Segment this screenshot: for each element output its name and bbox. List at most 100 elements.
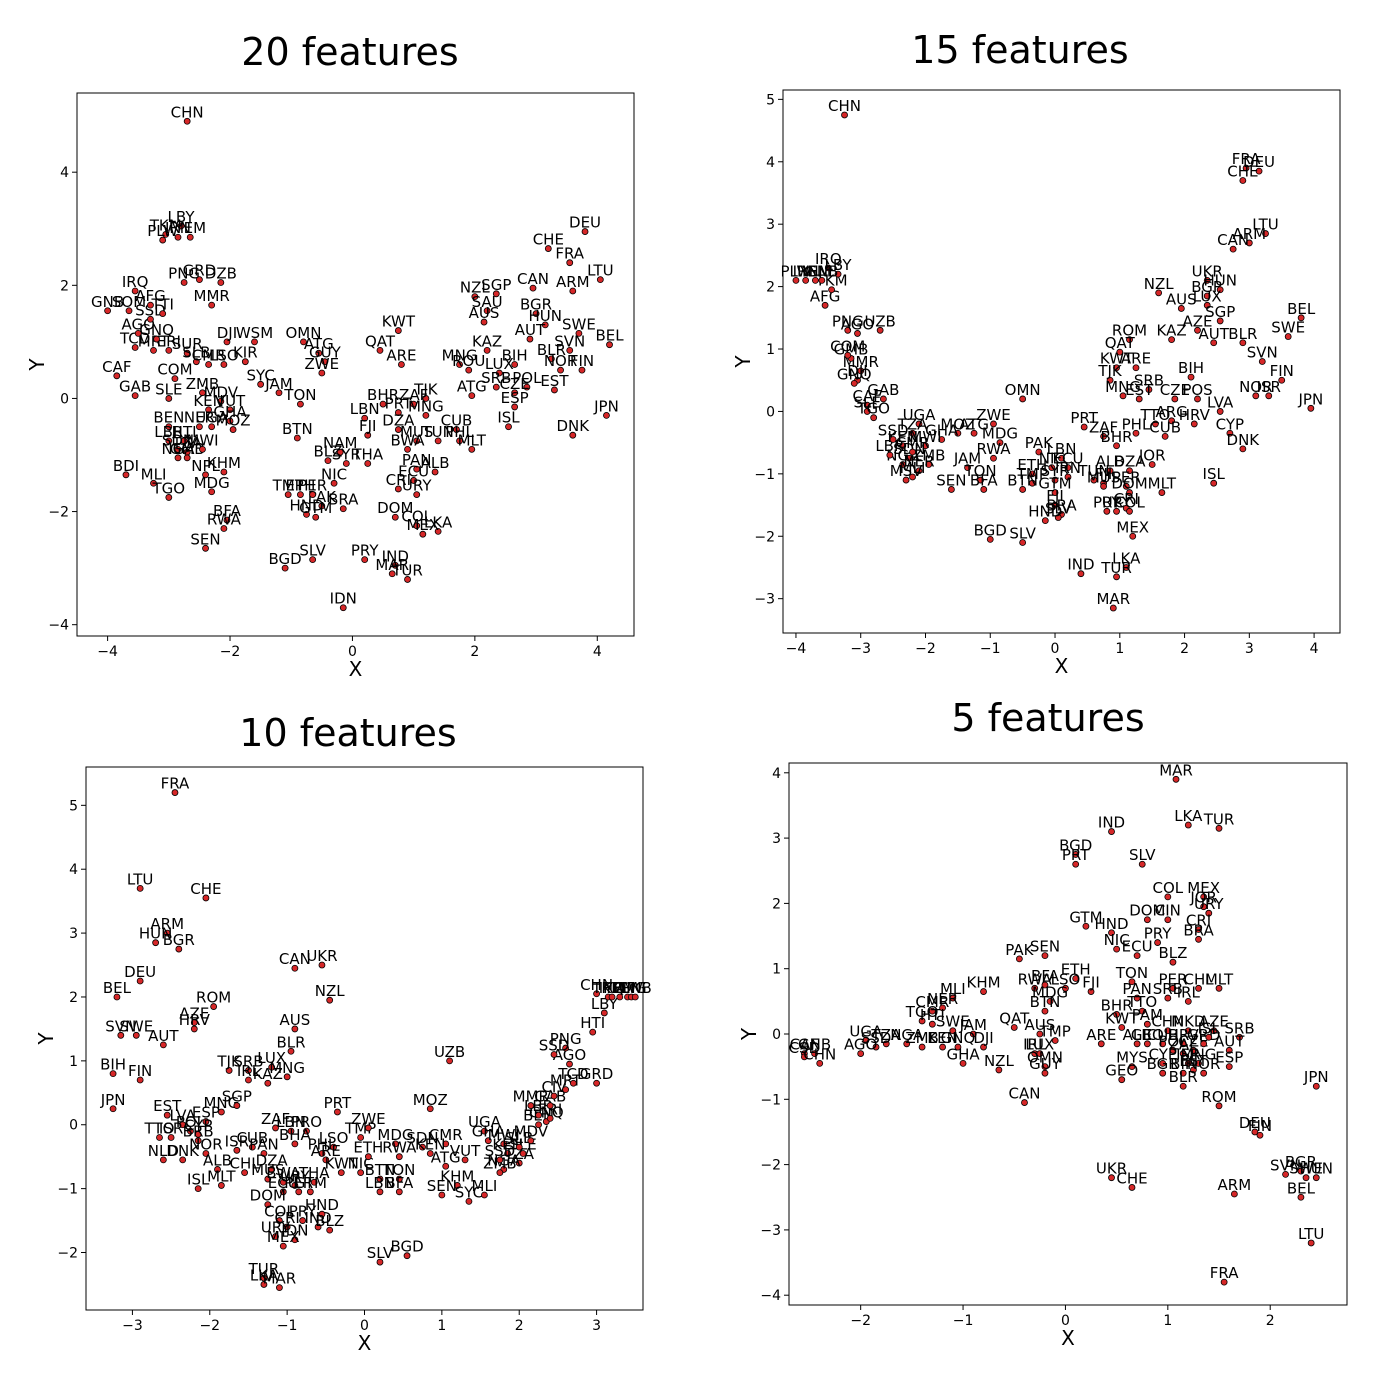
y-tick-label: 0 — [69, 1118, 78, 1134]
point-label: CHL — [1183, 970, 1214, 988]
point-label: POL — [176, 1113, 206, 1131]
data-point — [159, 1041, 167, 1049]
data-point — [828, 286, 835, 294]
point-label: TGO — [856, 400, 890, 418]
y-tick-label: 1 — [69, 1054, 78, 1070]
data-point — [309, 491, 317, 498]
point-label: IRQ — [599, 979, 626, 997]
data-point — [1245, 239, 1253, 247]
data-point — [915, 420, 923, 428]
data-point — [1148, 461, 1156, 468]
data-point — [1106, 376, 1114, 384]
point-label: IRQ — [815, 250, 842, 268]
data-point — [159, 310, 167, 317]
data-point — [1194, 395, 1201, 403]
data-point — [818, 276, 826, 284]
point-label: LBR — [524, 1097, 553, 1115]
point-label: DEU — [1243, 153, 1275, 171]
data-point — [179, 1156, 187, 1164]
data-point — [174, 454, 182, 462]
data-point — [1072, 860, 1080, 868]
point-label: SVN — [1247, 344, 1278, 362]
data-point — [505, 423, 512, 431]
data-point — [1132, 364, 1140, 372]
point-label: QAT — [1105, 334, 1136, 352]
point-label: HND — [1094, 915, 1128, 933]
data-point — [569, 1079, 577, 1087]
data-point — [500, 1140, 508, 1148]
point-label: GTM — [1038, 475, 1071, 493]
point-label: SYC — [455, 1183, 483, 1201]
data-point — [175, 945, 183, 953]
point-label: KAZ — [472, 332, 502, 350]
data-point — [330, 1143, 337, 1151]
point-label: BTN — [1030, 993, 1061, 1011]
point-label: URY — [1194, 895, 1224, 913]
y-tick-label: 0 — [60, 391, 69, 407]
data-point — [326, 996, 334, 1004]
point-label: KEN — [415, 1135, 446, 1153]
chart-title: 5 features — [951, 696, 1145, 740]
point-label: CRI — [1114, 490, 1139, 508]
data-point — [194, 1137, 202, 1145]
point-label: BHR — [1101, 428, 1133, 446]
point-label: GNB — [805, 262, 838, 280]
point-label: MEX — [1116, 518, 1149, 536]
data-point — [1195, 935, 1202, 943]
data-point — [291, 1140, 299, 1148]
point-label: MNG — [442, 347, 478, 365]
point-label: BLZ — [1158, 944, 1187, 962]
point-label: AUT — [515, 321, 546, 339]
point-label: PAN — [1122, 980, 1152, 998]
point-label: IDN — [281, 1222, 308, 1240]
point-label: MAR — [1096, 590, 1130, 608]
point-label: CAN — [517, 270, 549, 288]
point-label: AGO — [844, 1036, 877, 1054]
point-label: LSO — [209, 347, 239, 365]
data-point — [1062, 984, 1069, 992]
point-label: EST — [1125, 381, 1154, 399]
point-label: TKM — [591, 979, 624, 997]
point-label: IRN — [793, 262, 819, 280]
point-label: FJI — [1046, 487, 1063, 505]
point-label: PRY — [1093, 493, 1122, 511]
data-point — [251, 338, 258, 346]
point-label: ARM — [150, 915, 184, 933]
data-point — [1119, 392, 1127, 400]
point-label: ARE — [1121, 350, 1151, 368]
data-point — [394, 485, 402, 493]
point-label: TMP — [344, 1120, 376, 1138]
data-point — [283, 1073, 291, 1081]
point-label: PER — [1112, 468, 1141, 486]
point-label: AUT — [1199, 325, 1230, 343]
data-point — [159, 236, 167, 244]
data-point — [392, 1140, 399, 1148]
data-point — [257, 380, 265, 388]
point-label: HUN — [529, 307, 562, 325]
point-label: FRA — [161, 775, 190, 793]
data-point — [431, 468, 439, 476]
point-label: ISR — [159, 1120, 183, 1138]
point-label: POL — [512, 369, 542, 387]
data-point — [532, 310, 540, 317]
point-label: MEX — [406, 516, 439, 534]
point-label: HND — [290, 496, 324, 514]
point-label: CMR — [896, 434, 930, 452]
data-point — [593, 1079, 600, 1087]
point-label: TJK — [413, 380, 439, 398]
point-label: TUN — [421, 423, 453, 441]
point-label: SLE — [854, 393, 881, 411]
data-point — [217, 397, 225, 405]
data-point — [465, 1198, 473, 1205]
point-label: JAM — [264, 375, 292, 393]
point-label: DNK — [166, 1142, 200, 1160]
data-point — [1128, 978, 1136, 986]
point-label: TUR — [1203, 810, 1235, 828]
point-label: LSO — [1051, 970, 1081, 988]
data-point — [1051, 501, 1059, 509]
data-point — [1194, 326, 1201, 334]
point-label: TTO — [1139, 406, 1170, 424]
point-label: ETH — [1017, 456, 1047, 474]
data-point — [481, 1127, 488, 1135]
